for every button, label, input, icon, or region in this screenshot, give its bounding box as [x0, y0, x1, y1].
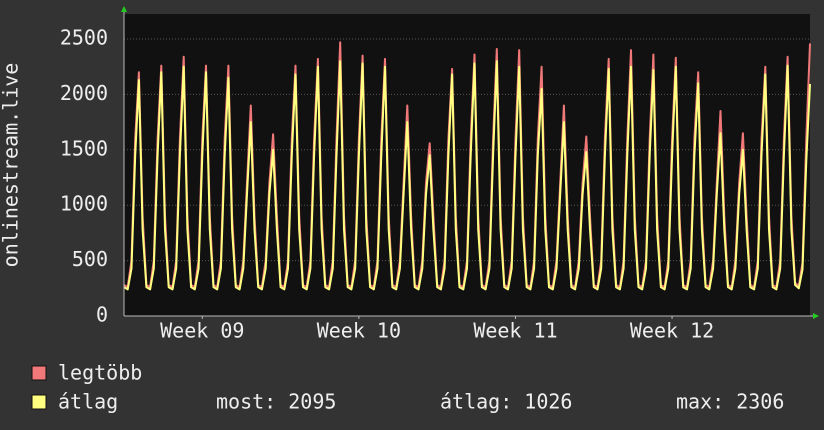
y-tick-label: 500 — [72, 247, 108, 271]
y-axis-title: onlinestream.live — [0, 63, 23, 268]
lines — [123, 41, 811, 291]
stat-now: most: 2095 — [216, 390, 336, 414]
legend-swatch — [31, 365, 47, 381]
x-tick-label: Week 10 — [317, 319, 401, 343]
y-tick-label: 2000 — [60, 81, 108, 105]
y-tick-label: 1500 — [60, 136, 108, 160]
legend-label: legtöbb — [58, 361, 142, 385]
y-tick-label: 1000 — [60, 192, 108, 216]
y-tick-label: 0 — [96, 303, 108, 327]
stat-max: max: 2306 — [676, 390, 784, 414]
axis-arrow — [813, 313, 819, 319]
series-line — [123, 60, 811, 291]
legend-swatch — [31, 394, 47, 410]
stat-average: átlag: 1026 — [440, 390, 572, 414]
y-tick-label: 2500 — [60, 26, 108, 50]
x-tick-label: Week 11 — [473, 319, 557, 343]
x-tick-label: Week 12 — [630, 319, 714, 343]
axis-arrow — [121, 6, 127, 12]
legend-label: átlag — [58, 390, 118, 414]
x-tick-label: Week 09 — [160, 319, 244, 343]
